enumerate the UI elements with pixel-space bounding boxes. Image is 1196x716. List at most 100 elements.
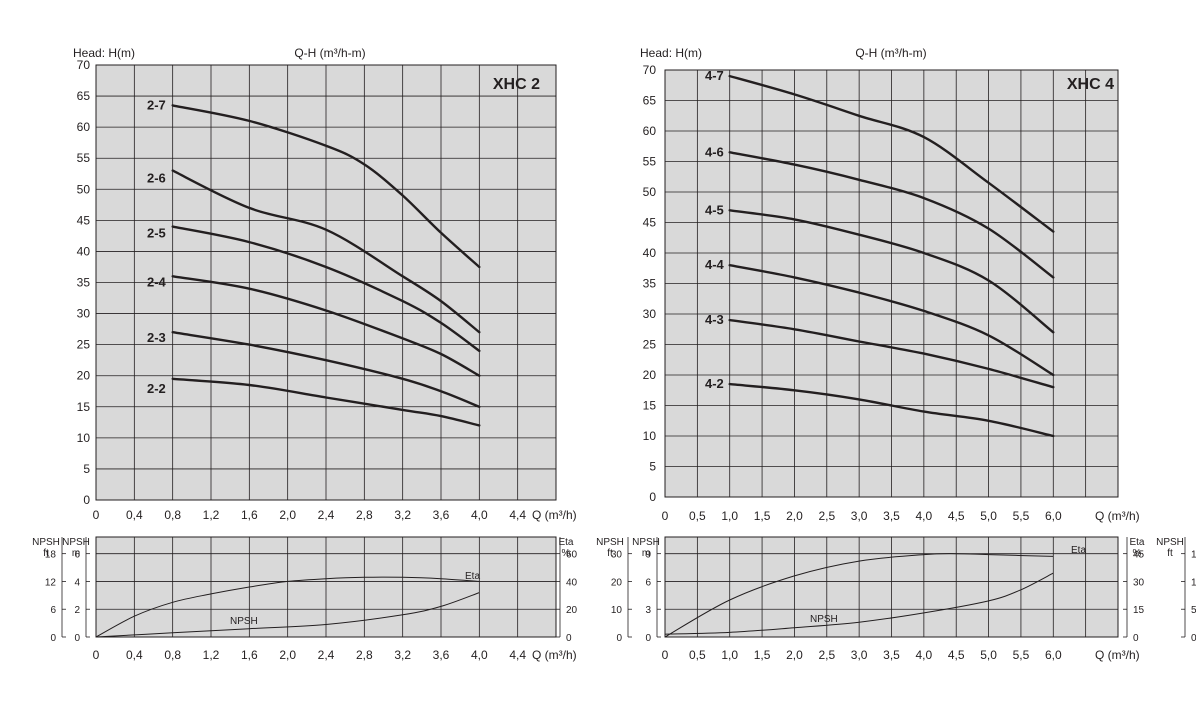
x-tick-label: 4,5 <box>948 509 965 523</box>
scale-tick-label: 4 <box>74 577 80 588</box>
x-tick-label: 4,0 <box>471 508 488 522</box>
scale-tick-label: 60 <box>566 550 578 561</box>
x-tick-label: 3,5 <box>883 509 900 523</box>
series-label-2-3: 2-3 <box>147 330 166 345</box>
y-tick-label: 45 <box>643 216 657 230</box>
x-tick-label: 2,0 <box>786 509 803 523</box>
series-curve-4-5 <box>728 209 1055 334</box>
series-label-4-2: 4-2 <box>705 376 724 391</box>
y-tick-label: 60 <box>643 124 657 138</box>
y-tick-label: 5 <box>83 462 90 476</box>
efficiency-x-tick-label: 2,0 <box>279 648 296 662</box>
x-tick-label: 6,0 <box>1045 509 1062 523</box>
x-tick-label: 2,5 <box>818 509 835 523</box>
x-tick-label: 2,4 <box>318 508 335 522</box>
scale-unit: ft <box>43 548 49 559</box>
efficiency-x-tick-label: 3,5 <box>883 648 900 662</box>
y-axis-label: Head: H(m) <box>640 46 702 60</box>
scale-tick-label: 12 <box>45 577 57 588</box>
scale-tick-label: 6 <box>645 577 651 588</box>
scale-tick-label: 6 <box>50 605 56 616</box>
x-axis-label: Q (m³/h) <box>1095 509 1140 523</box>
series-label-2-7: 2-7 <box>147 97 166 112</box>
efficiency-x-tick-label: 5,0 <box>980 648 997 662</box>
npsh-curve-label: NPSH <box>810 614 838 625</box>
efficiency-curve-npsh <box>664 572 1054 635</box>
y-tick-label: 45 <box>77 213 91 227</box>
scale-tick-label: 5 <box>1191 605 1196 616</box>
y-tick-label: 60 <box>77 120 91 134</box>
y-tick-label: 65 <box>643 94 657 108</box>
y-tick-label: 15 <box>643 399 657 413</box>
y-tick-label: 30 <box>643 307 657 321</box>
y-tick-label: 50 <box>643 185 657 199</box>
scale-tick-label: 3 <box>645 605 651 616</box>
scale-label: NPSH <box>62 537 90 548</box>
scale-tick-label: 0 <box>1191 633 1196 644</box>
scale-unit: ft <box>1167 548 1173 559</box>
scale-unit: % <box>562 548 571 559</box>
scale-unit: ft <box>607 548 613 559</box>
scale-tick-label: 9 <box>645 550 651 561</box>
series-curve-4-6 <box>728 151 1055 279</box>
series-label-2-6: 2-6 <box>147 171 166 186</box>
x-tick-label: 3,6 <box>433 508 450 522</box>
series-label-4-3: 4-3 <box>705 312 724 327</box>
efficiency-x-tick-label: 5,5 <box>1013 648 1030 662</box>
scale-label: NPSH <box>32 537 60 548</box>
scale-tick-label: 0 <box>616 633 622 644</box>
efficiency-x-tick-label: 2,4 <box>318 648 335 662</box>
x-axis-label: Q (m³/h) <box>532 508 577 522</box>
chart-title: XHC 4 <box>1067 76 1114 93</box>
x-tick-label: 0 <box>662 509 669 523</box>
efficiency-x-tick-label: 4,0 <box>916 648 933 662</box>
scale-tick-label: 20 <box>611 577 623 588</box>
x-tick-label: 3,2 <box>394 508 411 522</box>
scale-tick-label: 6 <box>74 550 80 561</box>
scale-tick-label: 30 <box>1133 577 1145 588</box>
series-curve-2-4 <box>171 275 481 377</box>
efficiency-x-tick-label: 1,0 <box>721 648 738 662</box>
y-tick-label: 0 <box>649 490 656 504</box>
x-tick-label: 1,5 <box>754 509 771 523</box>
x-tick-label: 0,8 <box>164 508 181 522</box>
y-tick-label: 25 <box>77 338 91 352</box>
scale-unit: % <box>1133 548 1142 559</box>
y-tick-label: 70 <box>77 58 91 72</box>
chart-curves <box>95 74 1055 638</box>
eta-curve-label: Eta <box>465 571 480 582</box>
scale-unit: m <box>72 548 80 559</box>
chart-text: 0 0,4 0,8 1,2 1,6 2,0 2,4 2,8 3,2 3,6 4,0 4,4 0 5 10 15… <box>32 46 1196 662</box>
y-tick-label: 40 <box>643 246 657 260</box>
y-axis-label: Head: H(m) <box>73 46 135 60</box>
y-tick-label: 50 <box>77 182 91 196</box>
efficiency-x-axis-label: Q (m³/h) <box>1095 648 1140 662</box>
scale-label: NPSH <box>632 537 660 548</box>
efficiency-x-tick-label: 4,5 <box>948 648 965 662</box>
series-label-4-7: 4-7 <box>705 68 724 83</box>
efficiency-x-tick-label: 0 <box>662 648 669 662</box>
y-tick-label: 20 <box>643 368 657 382</box>
scale-tick-label: 30 <box>611 550 623 561</box>
scale-tick-label: 0 <box>50 633 56 644</box>
scale-unit: m <box>642 548 650 559</box>
y-tick-label: 20 <box>77 369 91 383</box>
y-tick-label: 55 <box>643 155 657 169</box>
scale-tick-label: 15 <box>1191 550 1196 561</box>
scale-tick-label: 0 <box>1133 633 1139 644</box>
efficiency-x-tick-label: 6,0 <box>1045 648 1062 662</box>
y-tick-label: 55 <box>77 151 91 165</box>
x-tick-label: 3,0 <box>851 509 868 523</box>
x-tick-label: 0,4 <box>126 508 143 522</box>
chart-subtitle: Q-H (m³/h-m) <box>294 46 365 60</box>
efficiency-x-tick-label: 3,6 <box>433 648 450 662</box>
scale-tick-label: 0 <box>566 633 572 644</box>
x-tick-label: 1,6 <box>241 508 258 522</box>
efficiency-curve-npsh <box>95 592 480 638</box>
series-curve-4-3 <box>728 318 1055 389</box>
scale-tick-label: 45 <box>1133 550 1145 561</box>
series-label-2-2: 2-2 <box>147 381 166 396</box>
efficiency-x-tick-label: 0 <box>93 648 100 662</box>
efficiency-x-tick-label: 1,2 <box>203 648 220 662</box>
